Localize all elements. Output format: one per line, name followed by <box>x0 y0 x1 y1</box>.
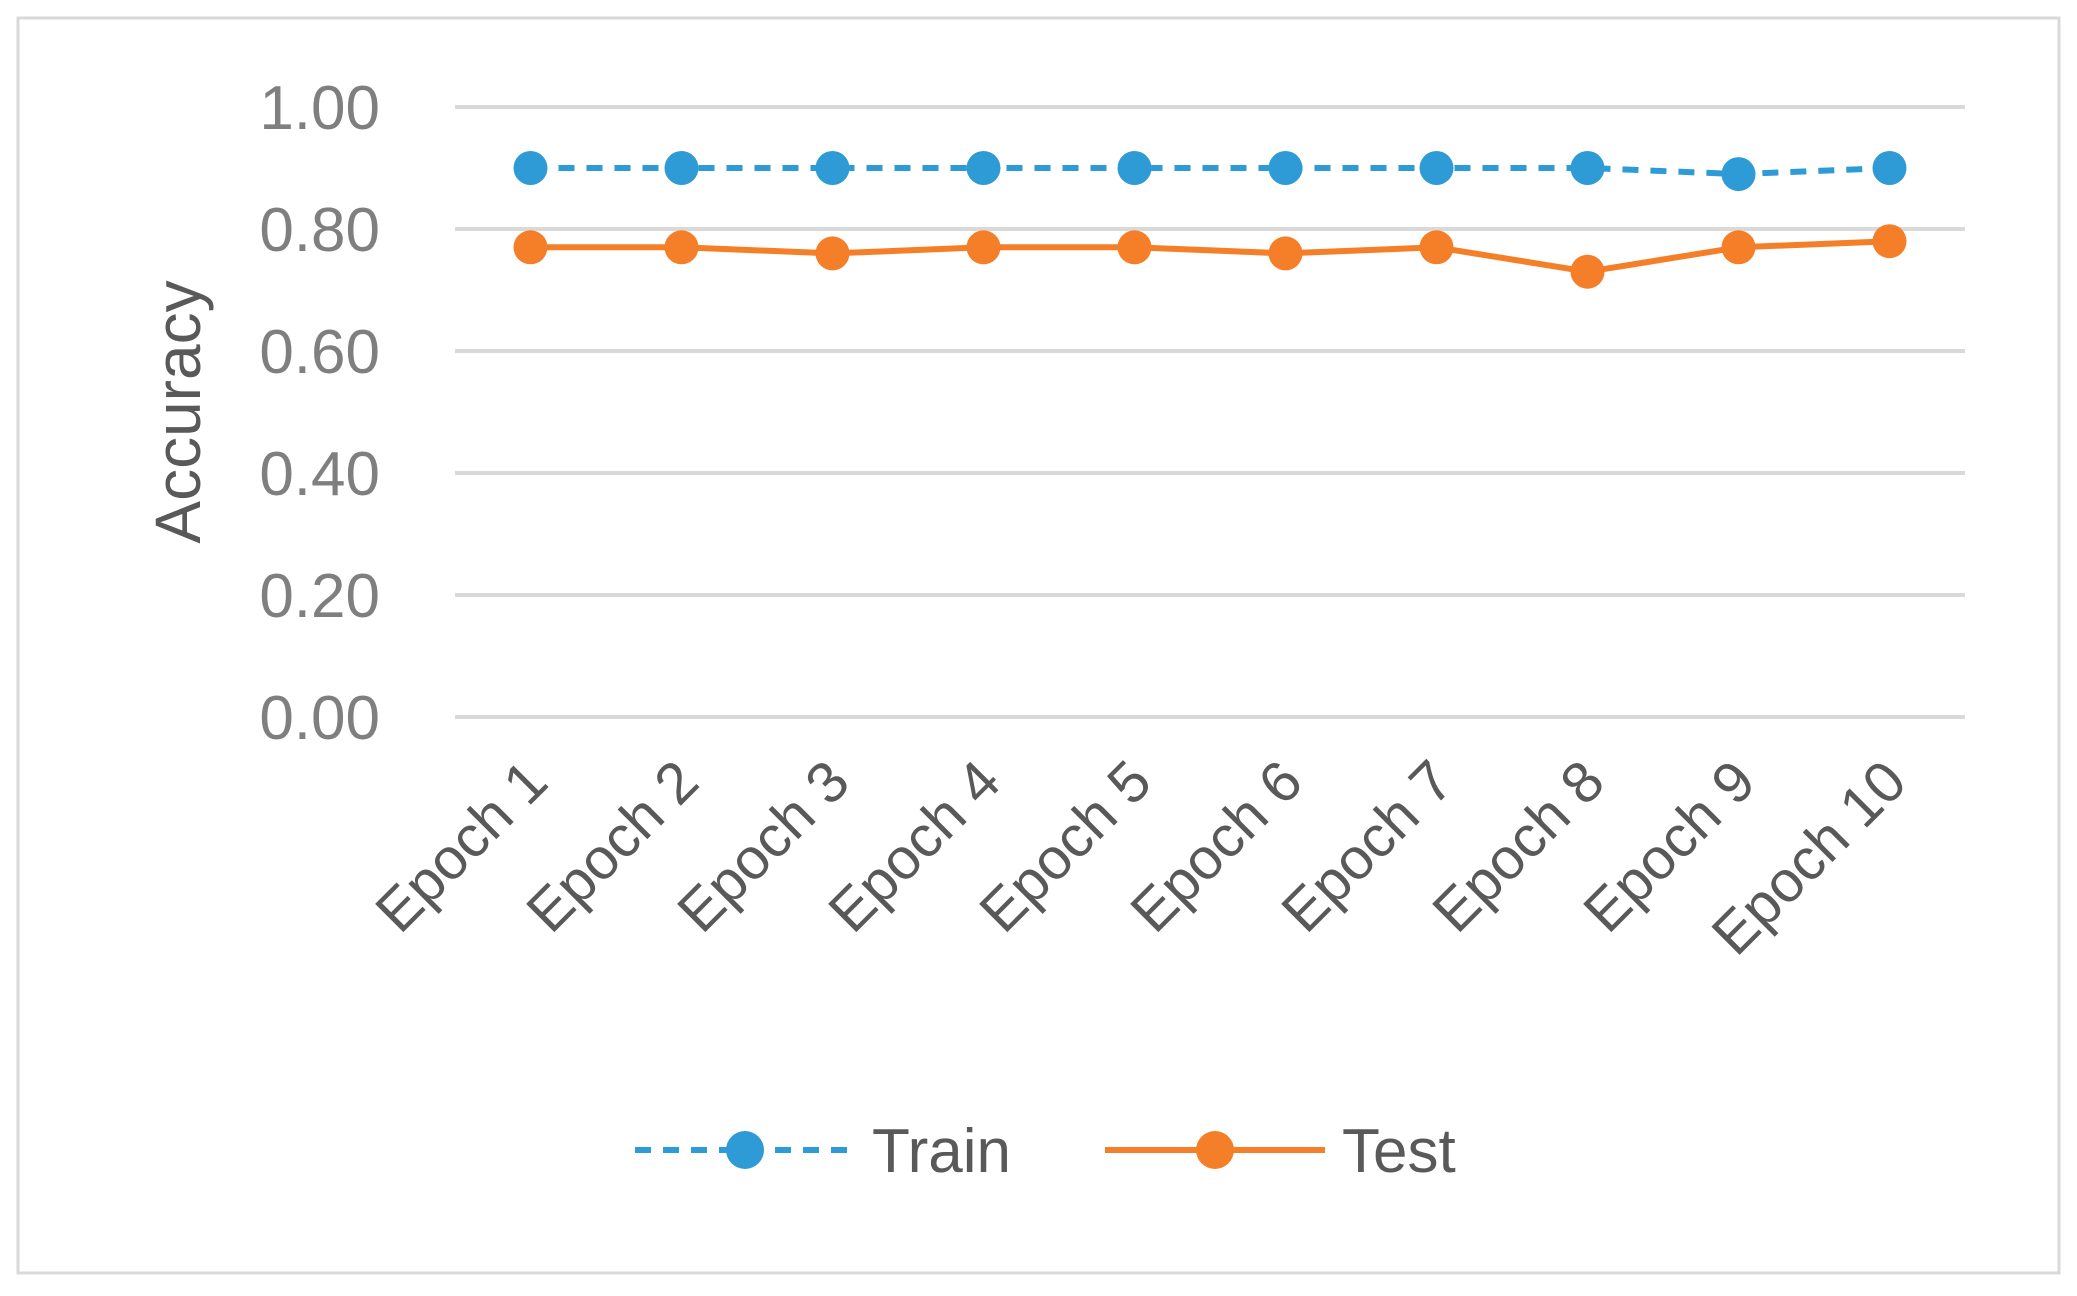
data-point-train <box>1721 157 1756 192</box>
data-point-train <box>1419 151 1454 185</box>
legend-label: Train <box>872 1117 1011 1186</box>
data-point-train <box>815 151 850 185</box>
series-train <box>513 151 1907 192</box>
data-point-train <box>664 151 699 185</box>
y-axis-label: Accuracy <box>142 280 214 543</box>
data-point-test <box>664 230 699 265</box>
series-lines <box>513 151 1907 289</box>
data-point-train <box>513 151 548 185</box>
legend-marker <box>1196 1131 1234 1169</box>
y-tick-label: 0.40 <box>259 440 380 509</box>
data-point-test <box>513 230 548 265</box>
y-axis-tick-labels: 0.00 0.20 0.40 0.60 0.80 1.00 <box>259 74 380 753</box>
data-point-train <box>1570 151 1605 185</box>
y-tick-label: 0.60 <box>259 318 380 387</box>
data-point-train <box>1268 151 1303 185</box>
gridlines <box>455 105 1965 719</box>
data-point-test <box>1268 236 1303 271</box>
series-line-train <box>530 165 1890 178</box>
legend-label: Test <box>1342 1117 1456 1186</box>
data-point-test <box>966 230 1001 265</box>
legend-item-test: Test <box>1105 1117 1456 1186</box>
data-point-test <box>1117 230 1152 265</box>
y-tick-label: 0.00 <box>259 684 380 753</box>
y-tick-label: 0.20 <box>259 562 380 631</box>
data-point-test <box>1872 224 1907 259</box>
data-point-test <box>1419 230 1454 265</box>
data-point-train <box>966 151 1001 185</box>
legend-marker <box>726 1131 764 1169</box>
legend-item-train: Train <box>635 1117 1011 1186</box>
data-point-train <box>1872 151 1907 185</box>
data-point-test <box>1721 230 1756 265</box>
legend: Train Test <box>635 1117 1456 1186</box>
data-point-train <box>1117 151 1152 185</box>
data-point-test <box>815 236 850 271</box>
data-point-test <box>1570 254 1605 289</box>
series-line-test <box>530 238 1890 275</box>
y-tick-label: 1.00 <box>259 74 380 143</box>
y-tick-label: 0.80 <box>259 196 380 265</box>
series-test <box>513 224 1907 289</box>
